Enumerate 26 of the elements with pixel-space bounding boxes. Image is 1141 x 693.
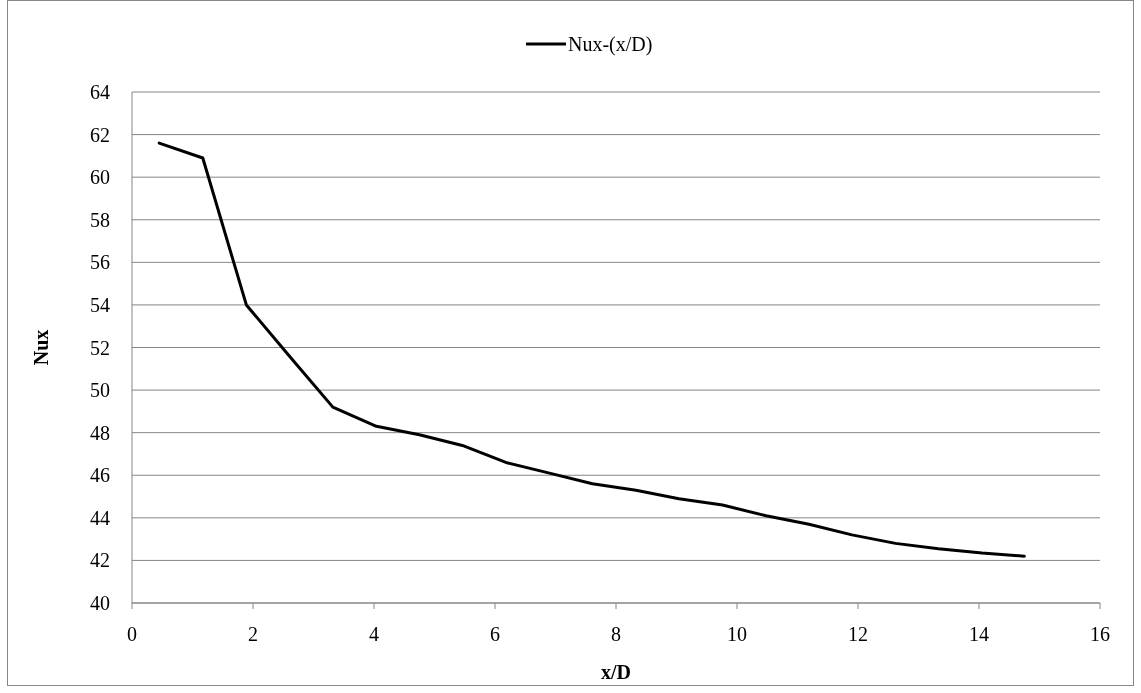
y-tick-label: 54 <box>90 293 110 316</box>
y-tick-label: 48 <box>90 421 110 444</box>
x-tick-label: 4 <box>369 623 379 645</box>
x-tick-label: 16 <box>1090 623 1110 645</box>
x-tick-label: 8 <box>611 623 621 645</box>
x-tick-label: 6 <box>490 623 500 645</box>
y-tick-label: 52 <box>90 336 110 359</box>
y-axis-title: Nux <box>30 329 52 366</box>
y-tick-label: 50 <box>90 379 110 402</box>
y-tick-label: 46 <box>90 464 110 487</box>
y-tick-label: 42 <box>90 549 110 572</box>
x-tick-label: 2 <box>248 623 258 645</box>
x-tick-label: 14 <box>969 623 989 645</box>
y-tick-label: 62 <box>90 123 110 146</box>
y-tick-label: 64 <box>90 81 110 103</box>
x-axis-title: x/D <box>601 661 631 683</box>
y-tick-label: 60 <box>90 166 110 189</box>
y-tick-label: 40 <box>90 592 110 614</box>
y-tick-label: 58 <box>90 208 110 231</box>
y-tick-label: 44 <box>90 506 110 529</box>
x-tick-label: 0 <box>127 623 137 645</box>
legend-label: Nux-(x/D) <box>568 33 653 56</box>
line-series <box>157 141 1026 558</box>
x-tick-label: 10 <box>727 623 747 645</box>
x-tick-label: 12 <box>848 623 868 645</box>
y-tick-label: 56 <box>90 251 110 274</box>
